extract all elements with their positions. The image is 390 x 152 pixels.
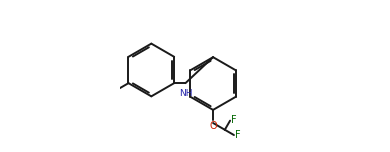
Text: NH: NH	[179, 89, 192, 98]
Text: F: F	[235, 130, 240, 140]
Text: F: F	[231, 115, 236, 125]
Text: O: O	[209, 121, 217, 131]
